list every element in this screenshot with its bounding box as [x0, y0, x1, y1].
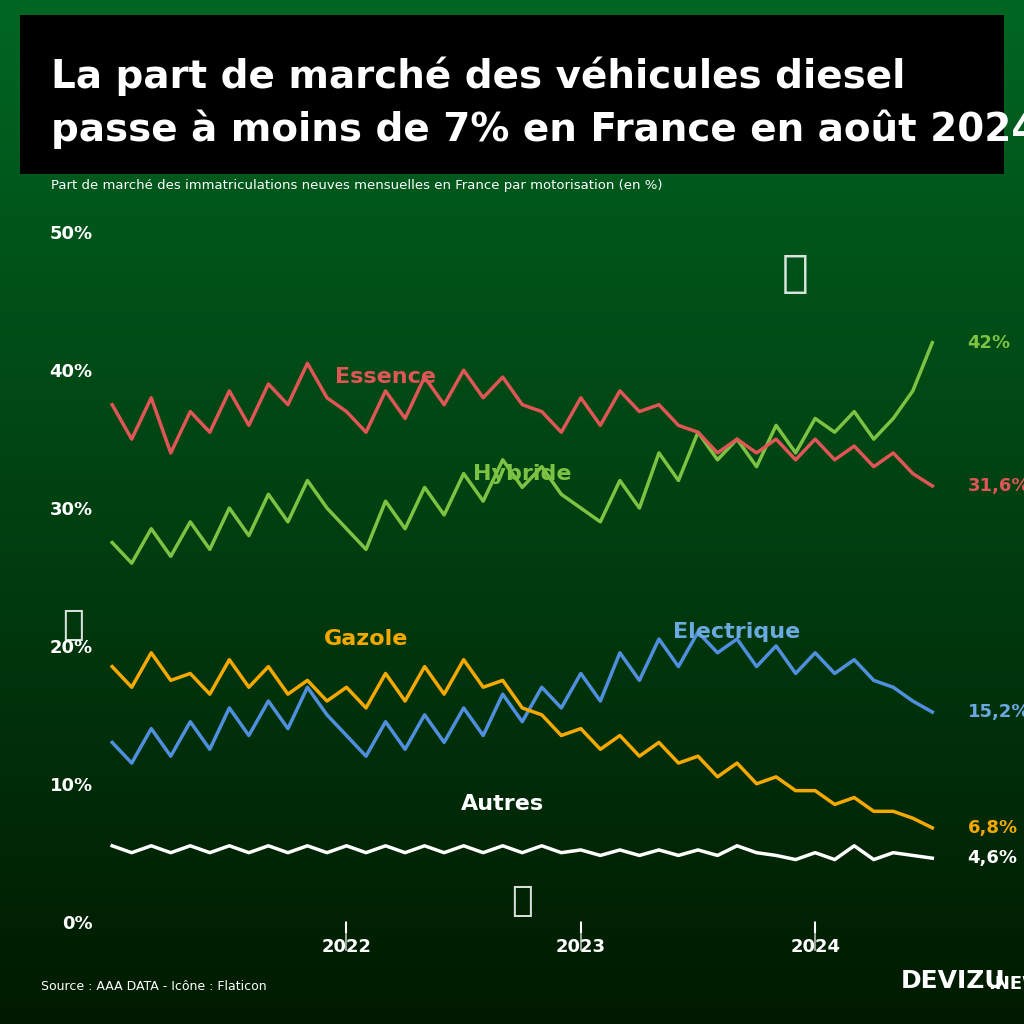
- Text: Autres: Autres: [461, 795, 545, 814]
- Text: La part de marché des véhicules diesel: La part de marché des véhicules diesel: [51, 56, 905, 96]
- Text: 🚗: 🚗: [62, 608, 84, 642]
- Text: 🚗: 🚗: [511, 884, 534, 918]
- Text: Hybride: Hybride: [473, 464, 571, 483]
- Text: 4,6%: 4,6%: [968, 849, 1018, 867]
- Text: Source : AAA DATA - Icône : Flaticon: Source : AAA DATA - Icône : Flaticon: [41, 980, 266, 993]
- Text: .NEWS: .NEWS: [988, 975, 1024, 993]
- FancyBboxPatch shape: [20, 15, 1004, 174]
- Text: passe à moins de 7% en France en août 2024: passe à moins de 7% en France en août 20…: [51, 110, 1024, 150]
- Text: 42%: 42%: [968, 334, 1011, 351]
- Text: 🚗: 🚗: [782, 252, 809, 295]
- Text: DEVIZU: DEVIZU: [901, 970, 1006, 993]
- Text: Gazole: Gazole: [324, 629, 409, 649]
- Text: 6,8%: 6,8%: [968, 819, 1018, 837]
- Text: 15,2%: 15,2%: [968, 703, 1024, 721]
- Text: Part de marché des immatriculations neuves mensuelles en France par motorisation: Part de marché des immatriculations neuv…: [51, 179, 663, 193]
- Text: Electrique: Electrique: [674, 623, 801, 642]
- Text: Essence: Essence: [335, 368, 436, 387]
- Text: 31,6%: 31,6%: [968, 477, 1024, 495]
